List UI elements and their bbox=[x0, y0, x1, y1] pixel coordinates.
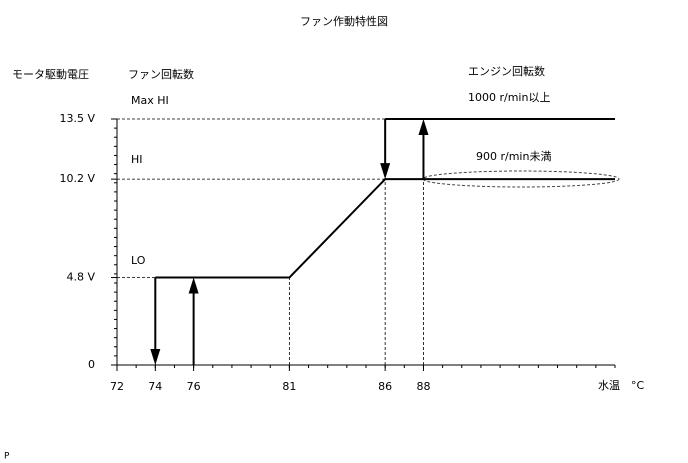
annotation: 900 r/min未満 bbox=[476, 150, 551, 163]
annotation: Max HI bbox=[131, 94, 169, 107]
x-tick-label: 81 bbox=[282, 380, 296, 393]
y-tick-label: 0 bbox=[88, 358, 95, 371]
line bbox=[155, 178, 615, 279]
arrow-head bbox=[150, 349, 161, 365]
y-tick-label: 10.2 V bbox=[59, 172, 95, 185]
engine-label: エンジン回転数 bbox=[468, 65, 545, 78]
arrow bbox=[150, 277, 161, 365]
arrow bbox=[380, 119, 391, 180]
arrow-head bbox=[418, 119, 429, 135]
x-tick-label: 86 bbox=[378, 380, 392, 393]
annotation: 1000 r/min以上 bbox=[468, 91, 550, 104]
y-tick-label: 13.5 V bbox=[59, 112, 95, 125]
x-tick-label: 76 bbox=[187, 380, 201, 393]
arrow-head bbox=[380, 163, 391, 180]
x-tick-label: 88 bbox=[416, 380, 430, 393]
chart-title: ファン作動特性図 bbox=[300, 14, 388, 28]
series-label: ファン回転数 bbox=[128, 68, 194, 81]
annotation: HI bbox=[131, 153, 143, 166]
x-tick-label: 72 bbox=[110, 380, 124, 393]
arrow-head bbox=[188, 277, 199, 294]
arrow bbox=[418, 119, 429, 180]
annotation: LO bbox=[131, 254, 146, 267]
x-tick-label: 74 bbox=[148, 380, 162, 393]
x-axis-label: 水温 °C bbox=[598, 379, 644, 392]
footer: P bbox=[4, 452, 10, 462]
arrow bbox=[188, 277, 199, 365]
y-tick-label: 4.8 V bbox=[66, 271, 95, 284]
y-axis-label: モータ駆動電圧 bbox=[12, 67, 89, 81]
